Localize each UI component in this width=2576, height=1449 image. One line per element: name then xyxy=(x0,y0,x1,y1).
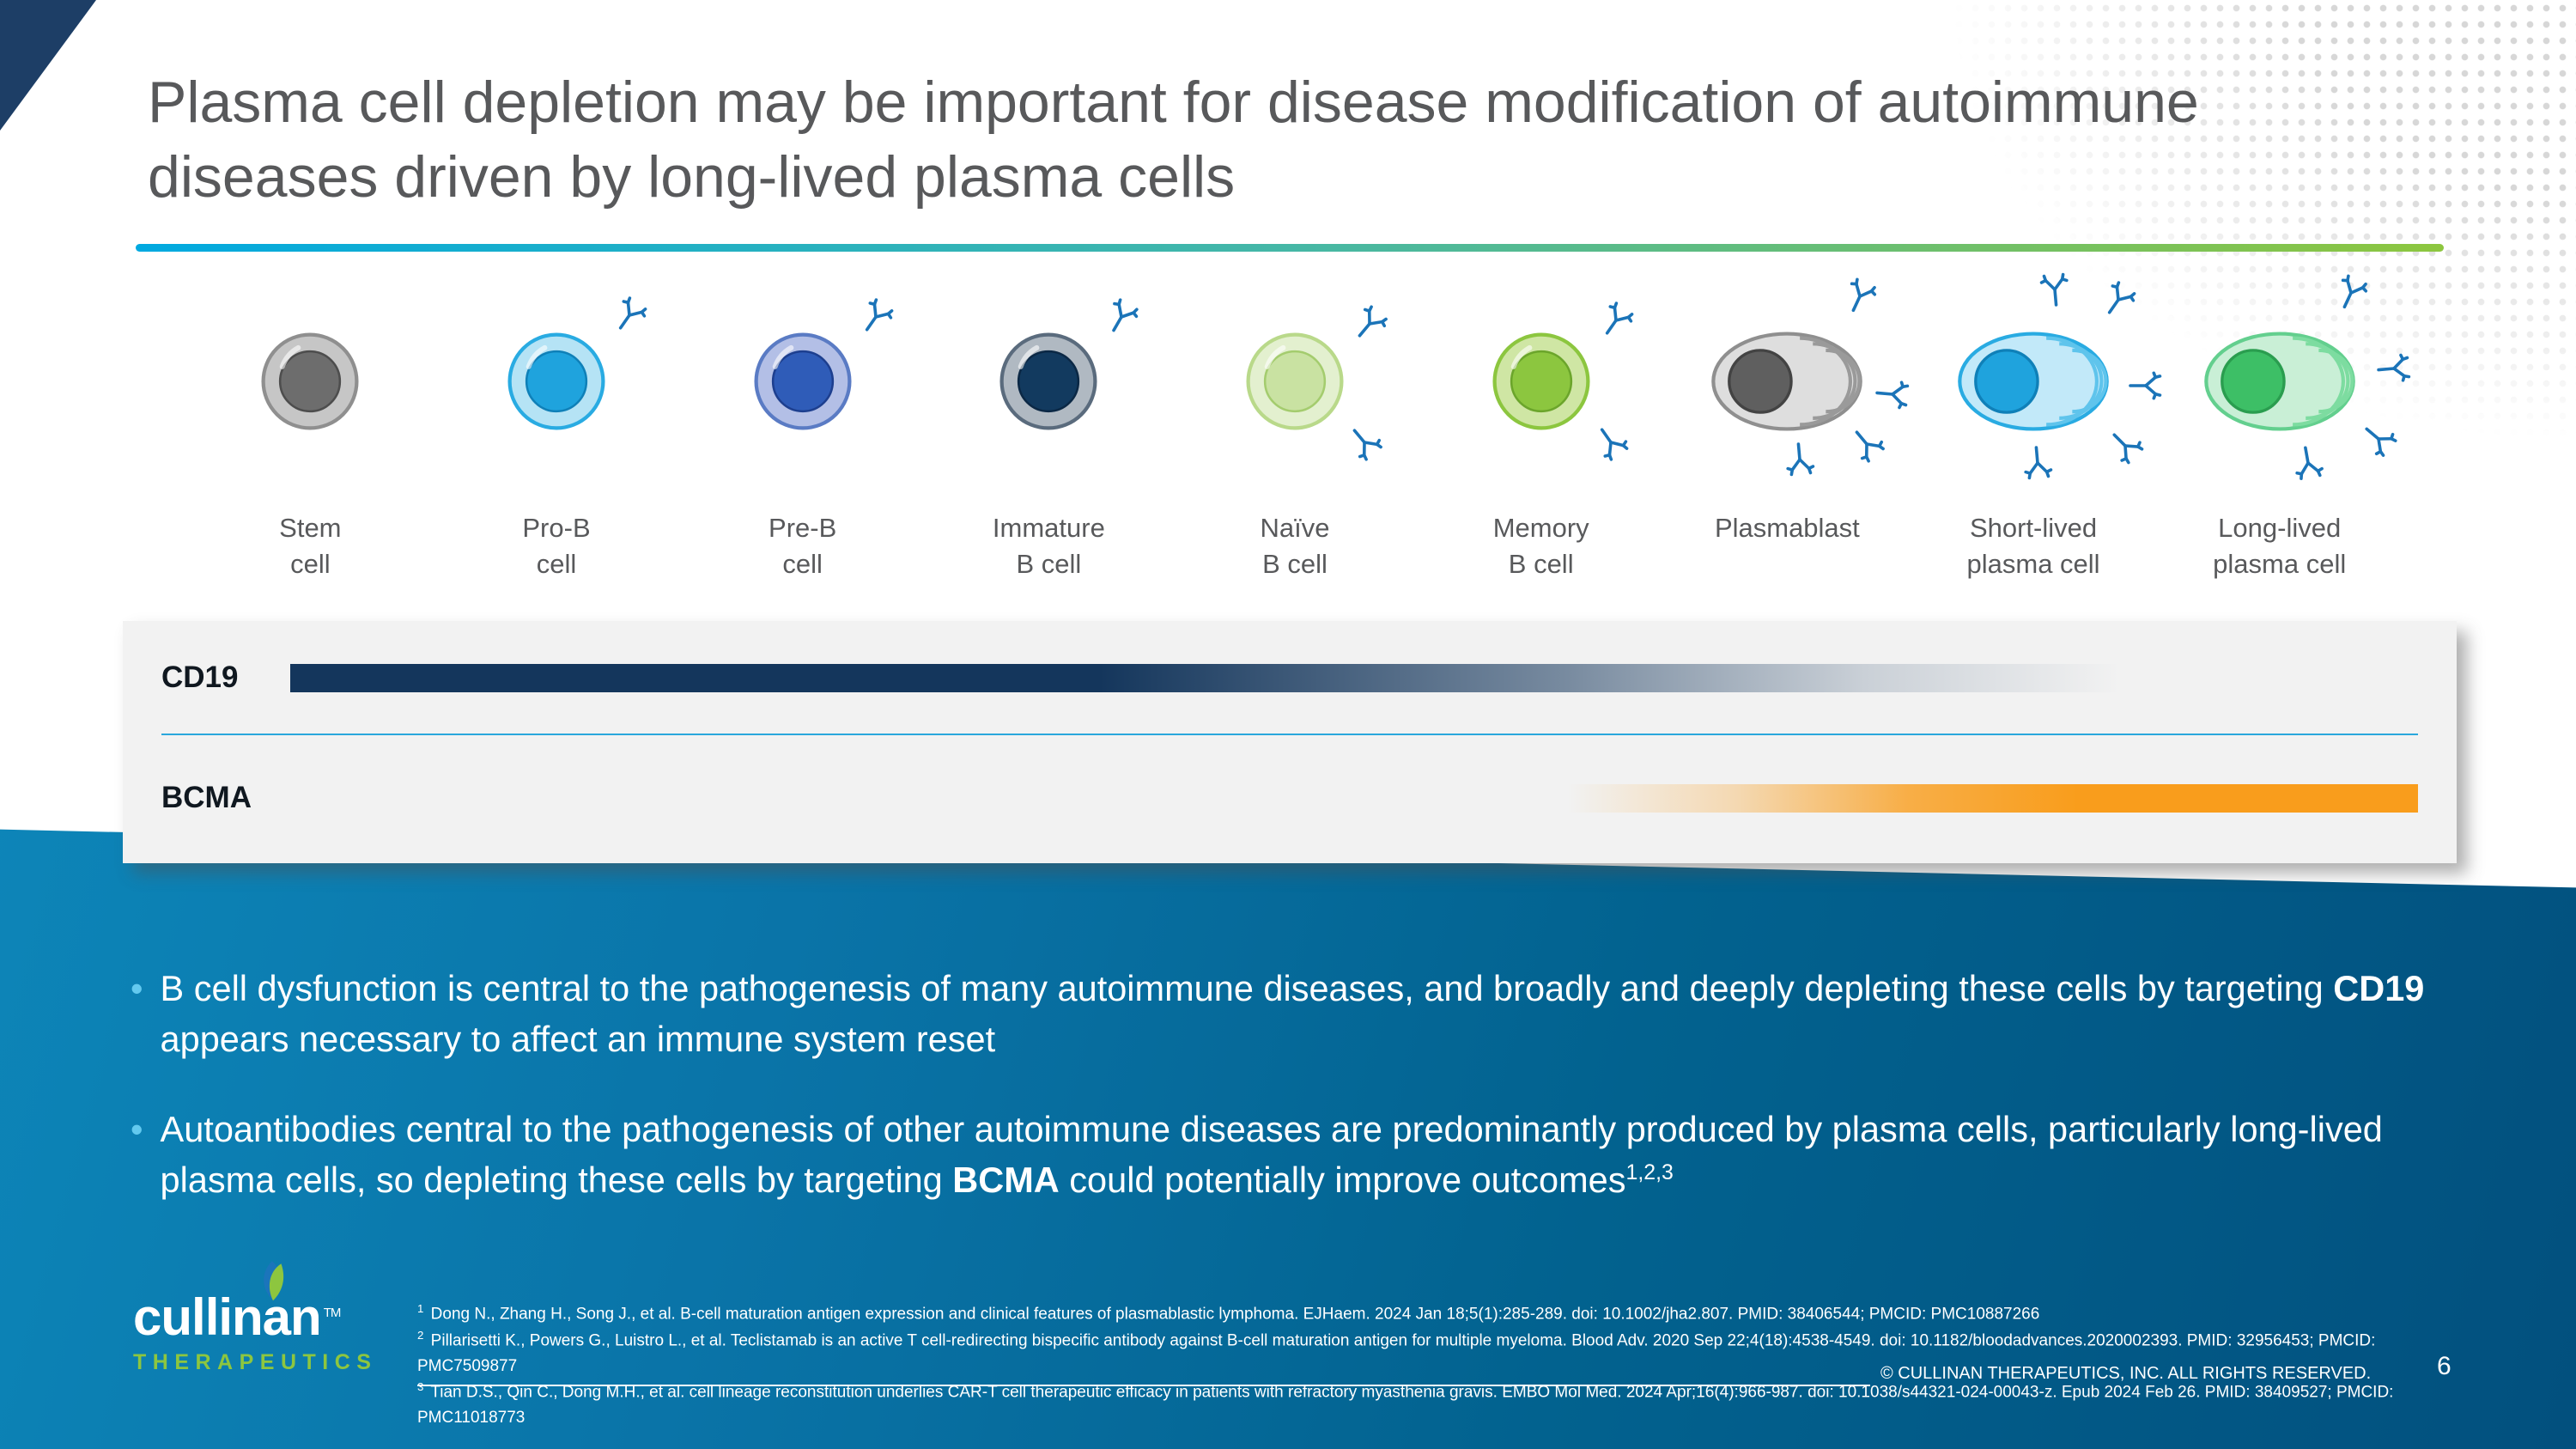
logo-tm: TM xyxy=(323,1306,342,1320)
reference-line: 3 Tian D.S., Qin C., Dong M.H., et al. c… xyxy=(417,1379,2394,1427)
logo-wordmark: cullinan TM xyxy=(133,1292,425,1343)
antibody-icon xyxy=(1844,420,1891,467)
reference-line: 1 Dong N., Zhang H., Song J., et al. B-c… xyxy=(417,1302,2040,1324)
antibody-icon xyxy=(2128,370,2164,401)
bullet-marker: • xyxy=(131,1108,143,1149)
antibody-icon xyxy=(1346,300,1394,347)
cell-row: Stem cell Pro-B cell Pre-B cell Immature B … xyxy=(187,270,2410,582)
cell-label: Memory B cell xyxy=(1492,513,1589,579)
antibody-icon xyxy=(1341,418,1388,466)
antibody-icon xyxy=(2101,422,2148,469)
antibody-icon xyxy=(1588,418,1634,466)
title-gradient-rule xyxy=(136,244,2444,252)
cell-illustration xyxy=(434,273,679,490)
cell-label: Pre-B cell xyxy=(769,513,837,579)
cell-label: Immature B cell xyxy=(992,513,1105,579)
antibody-icon xyxy=(1783,441,1818,479)
cell-6: Memory B cell xyxy=(1418,273,1664,582)
bullet-bold-text: CD19 xyxy=(2333,968,2425,1008)
bullet-text-1: B cell dysfunction is central to the pat… xyxy=(161,964,2449,1065)
cell-7: Plasmablast xyxy=(1664,273,1911,582)
antibody-icon xyxy=(2354,416,2402,463)
cell-4: Immature B cell xyxy=(926,273,1172,582)
cell-3: Pre-B cell xyxy=(679,273,926,582)
marker-separator-line xyxy=(161,734,2418,735)
page-number: 6 xyxy=(2437,1352,2451,1380)
antibody-icon xyxy=(1874,377,1912,411)
reference-list: 1 Dong N., Zhang H., Song J., et al. B-c… xyxy=(417,1300,2478,1430)
bullet-text-2: Autoantibodies central to the pathogenes… xyxy=(161,1105,2449,1206)
cell-illustration xyxy=(187,273,433,490)
cd19-row: CD19 xyxy=(161,636,2418,719)
bullet-list: • B cell dysfunction is central to the p… xyxy=(131,964,2449,1245)
antibody-icon xyxy=(2038,271,2072,309)
bullet-marker: • xyxy=(131,968,143,1008)
footer-rule xyxy=(417,1385,1870,1386)
antibody-icon xyxy=(2289,442,2326,484)
cell-8: Short-lived plasma cell xyxy=(1911,271,2162,582)
cell-illustration xyxy=(1172,273,1418,490)
reference-line: 2 Pillarisetti K., Powers G., Luistro L.… xyxy=(417,1328,2376,1375)
corner-triangle-decoration xyxy=(0,0,96,131)
reference-number: 3 xyxy=(417,1379,424,1393)
bcma-row: BCMA xyxy=(161,757,2418,839)
logo-word-text: cullinan xyxy=(133,1288,322,1346)
antibody-icon xyxy=(2095,276,2142,323)
cell-5: Naïve B cell xyxy=(1172,273,1419,582)
cell-label: Plasmablast xyxy=(1714,513,1860,543)
cell-label: Short-lived plasma cell xyxy=(1966,513,2100,579)
halftone-dots-decoration xyxy=(1820,0,2576,533)
marker-expression-panel: CD19 BCMA xyxy=(123,621,2457,863)
cell-2: Pro-B cell xyxy=(434,273,680,582)
reference-number: 2 xyxy=(417,1328,424,1342)
page-title: Plasma cell depletion may be important f… xyxy=(148,70,2199,210)
cell-illustration xyxy=(1911,271,2162,490)
antibody-icon xyxy=(2374,351,2413,386)
cd19-label: CD19 xyxy=(161,661,239,694)
antibody-icon xyxy=(2020,444,2055,483)
antibody-icon xyxy=(853,293,899,340)
cell-illustration xyxy=(1664,273,1910,490)
bullet-plain-text: could potentially improve outcomes xyxy=(1059,1159,1626,1200)
bullet-item-1: • B cell dysfunction is central to the p… xyxy=(131,964,2449,1065)
cd19-expression-bar xyxy=(290,663,2418,692)
bcma-label: BCMA xyxy=(161,781,252,814)
bullet-plain-text: B cell dysfunction is central to the pat… xyxy=(160,968,2334,1008)
bullet-bold-text: BCMA xyxy=(952,1159,1060,1200)
antibody-icon xyxy=(2330,270,2372,315)
bullet-plain-text: appears necessary to affect an immune sy… xyxy=(160,1018,996,1059)
copyright-text: © CULLINAN THERAPEUTICS, INC. ALL RIGHTS… xyxy=(1880,1364,2372,1383)
bullet-superscript: 1,2,3 xyxy=(1625,1160,1674,1184)
antibody-icon xyxy=(1593,296,1639,344)
cullinan-logo: cullinan TM THERAPEUTICS xyxy=(133,1261,425,1375)
cell-label: Stem cell xyxy=(279,513,342,579)
cell-label: Pro-B cell xyxy=(522,513,591,579)
antibody-icon xyxy=(1099,294,1144,340)
reference-number: 1 xyxy=(417,1302,424,1315)
antibody-icon xyxy=(1838,273,1881,319)
blue-section-background xyxy=(0,829,2576,1449)
logo-subtitle: THERAPEUTICS xyxy=(133,1350,378,1374)
bullet-item-2: • Autoantibodies central to the pathogen… xyxy=(131,1105,2449,1206)
cell-9: Long-lived plasma cell xyxy=(2156,270,2410,582)
bcma-expression-bar xyxy=(290,783,2418,813)
cell-label: Long-lived plasma cell xyxy=(2213,513,2347,579)
antibody-icon xyxy=(606,291,653,338)
logo-leaf-icon xyxy=(255,1259,291,1304)
bullet-plain-text: Autoantibodies central to the pathogenes… xyxy=(160,1108,2383,1200)
cell-illustration xyxy=(1419,273,1664,490)
cell-illustration xyxy=(926,273,1171,490)
cell-illustration xyxy=(680,273,926,490)
cell-illustration xyxy=(2157,270,2410,490)
cell-label: Naïve B cell xyxy=(1260,513,1330,579)
cell-1: Stem cell xyxy=(187,273,434,582)
